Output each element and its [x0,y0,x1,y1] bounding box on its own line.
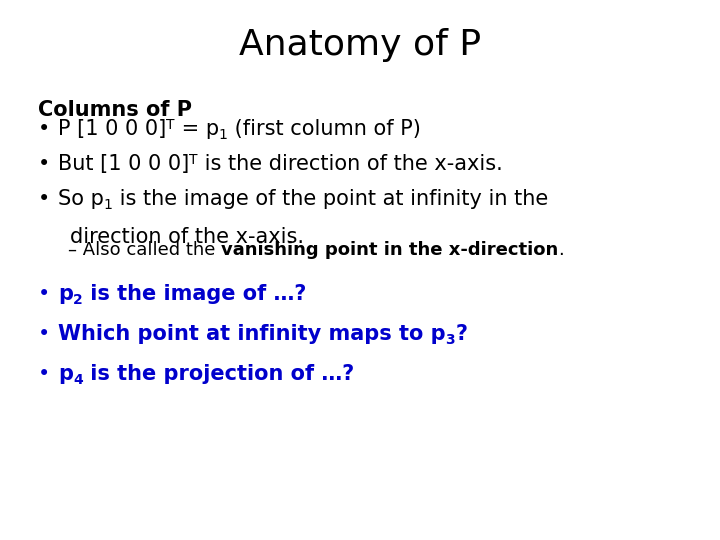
Text: So p: So p [58,189,104,209]
Text: .: . [559,241,564,259]
Text: Which point at infinity maps to p: Which point at infinity maps to p [58,324,446,344]
Text: Anatomy of P: Anatomy of P [239,28,481,62]
Text: T: T [189,153,198,167]
Text: – Also called the: – Also called the [68,241,221,259]
Text: 1: 1 [219,128,228,142]
Text: •: • [38,284,50,304]
Text: P [1 0 0 0]: P [1 0 0 0] [58,119,166,139]
Text: 1: 1 [104,198,113,212]
Text: p: p [58,364,73,384]
Text: •: • [38,364,50,384]
Text: (first column of P): (first column of P) [228,119,420,139]
Text: is the direction of the x-axis.: is the direction of the x-axis. [198,154,503,174]
Text: •: • [38,324,50,344]
Text: is the image of …?: is the image of …? [83,284,306,304]
Text: direction of the x-axis.: direction of the x-axis. [70,227,304,247]
Text: T: T [166,118,175,132]
Text: 3: 3 [446,333,455,347]
Text: p: p [58,284,73,304]
Text: is the projection of …?: is the projection of …? [83,364,354,384]
Text: 2: 2 [73,293,83,307]
Text: •: • [38,189,50,209]
Text: 4: 4 [73,373,83,387]
Text: •: • [38,154,50,174]
Text: But [1 0 0 0]: But [1 0 0 0] [58,154,189,174]
Text: ?: ? [455,324,467,344]
Text: •: • [38,119,50,139]
Text: is the image of the point at infinity in the: is the image of the point at infinity in… [113,189,548,209]
Text: = p: = p [175,119,219,139]
Text: Columns of P: Columns of P [38,100,192,120]
Text: vanishing point in the x-direction: vanishing point in the x-direction [221,241,559,259]
